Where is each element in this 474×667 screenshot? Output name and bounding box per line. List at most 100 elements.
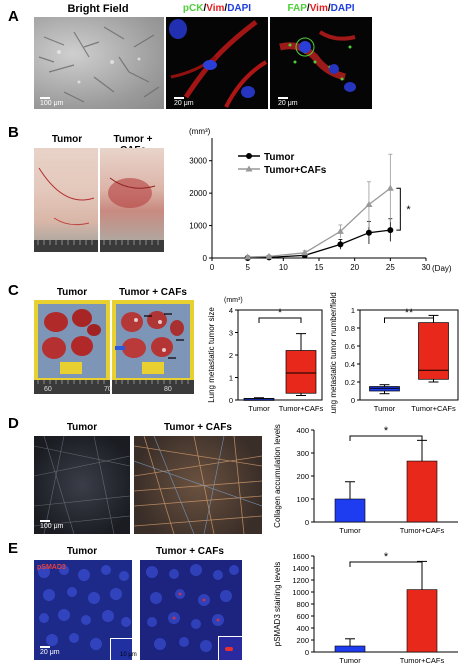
data-point [365,229,372,236]
tumor-psmad3-image: pSMAD3 20 μm [34,560,132,660]
y-tick-label: 400 [296,426,309,435]
legend: Tumor Tumor+CAFs [238,152,327,176]
x-tick-label: Tumor+CAFs [279,404,324,413]
significance-bracket [349,561,423,567]
y-tick-label: 0 [305,648,309,657]
box-tumor-cafs [285,333,317,396]
panel-letter-b: B [8,124,19,141]
bar [406,460,438,523]
y-tick-label: 0 [229,396,233,405]
lung-metastatic-size-box-chart: (mm³) Lung metastatic tumor size 0 1 2 3 4 Tumo… [207,297,324,413]
box-tumor [369,384,400,395]
panel-letter-c: C [8,282,19,299]
x-tick-label: Tumor [339,656,361,665]
y-axis-label: Lung metastatic tumor number/field [329,292,338,414]
inset-scale-label: 10 μm [120,652,137,658]
x-tick-label: 0 [210,263,215,272]
y-tick-label: 2 [229,351,233,360]
tumor-cafs-label: Tumor + CAFs [156,546,224,557]
y-tick-label: 400 [296,624,309,633]
data-point [244,253,252,260]
y-tick-label: 600 [296,612,309,621]
tumor-label: Tumor [66,422,98,433]
y-tick-label: 1200 [292,576,309,585]
scale-bar-label: 20 μm [40,649,60,656]
legend-label: Tumor [264,152,294,163]
y-tick-label: 1600 [292,552,309,561]
x-tick-label: 20 [350,263,359,272]
series-line [247,229,391,259]
y-tick-label: 300 [296,449,309,458]
y-axis-label: pSMAD3 staining levels [273,562,282,646]
box-tumor [243,397,275,401]
y-axis-label: Collagen accumulation levels [273,424,282,528]
box-tumor-cafs [418,314,449,383]
scale-bar-label: 20 μm [174,100,194,107]
tumor-label: Tumor [56,287,88,298]
x-tick-label: 10 [279,263,288,272]
psmad3-stain-label: pSMAD3 [37,564,66,571]
plot-frame [359,309,459,401]
x-tick-label: Tumor+CAFs [411,404,456,413]
scale-bar-line [174,97,184,99]
y-tick-label: 800 [296,600,309,609]
y-tick-label: 0 [351,396,355,405]
y-axis-label: Lung metastatic tumor size [207,307,216,403]
data-point [265,252,273,259]
tumor-cafs-label: Tumor + CAFs [119,287,187,298]
x-tick-label: Tumor [339,526,361,535]
series-tumor [244,218,394,261]
data-point [387,227,394,234]
x-tick-label: Tumor [374,404,396,413]
y-tick-label: 0.8 [345,324,355,333]
tumor-label: Tumor [66,546,98,557]
tumor-cafs-mouse-photo [100,148,164,252]
significance-bracket: * [396,187,411,231]
fap-vim-dapi-label: FAP/Vim/DAPI [287,3,355,14]
y-tick-label: 3000 [189,157,207,166]
y-tick-label: 1000 [189,222,207,231]
bar-tumor-cafs [406,439,438,523]
tumor-collagen-image: 100 μm [34,436,130,534]
y-tick-label: 1 [229,374,233,383]
x-tick-label: 30 [422,263,431,272]
series-line [247,187,391,258]
data-point [386,184,394,191]
y-unit-label: (mm³) [189,127,211,136]
bright-field-image: 100 μm [34,17,164,109]
data-point [336,227,344,234]
y-tick-label: 0 [305,518,309,527]
significance-mark: * [384,551,389,563]
y-tick-label: 0 [203,254,208,263]
scale-bar-line [278,97,288,99]
scale-bar-line [40,97,50,99]
bracket-line [396,187,401,231]
x-tick-label: 15 [315,263,324,272]
significance-bracket [384,317,434,323]
y-tick-label: 1400 [292,564,309,573]
scale-bar-line [40,646,50,648]
x-tick-label: Tumor+CAFs [400,526,445,535]
y-tick-label: 0.4 [345,360,355,369]
x-axis-label: (Day) [432,264,452,273]
scale-bar-label: 100 μm [40,523,64,530]
legend-label: Tumor+CAFs [264,165,327,176]
tumor-label: Tumor [51,134,83,145]
bar-tumor [334,481,366,523]
psmad3-staining-bar-chart: pSMAD3 staining levels 0 200 400 600 800 1000 1… [273,551,458,665]
y-tick-label: 100 [296,495,309,504]
bright-field-label: Bright Field [67,3,129,15]
x-tick-label: Tumor [248,404,270,413]
significance-mark: * [384,425,389,437]
tumor-cafs-psmad3-image [140,560,242,660]
tumor-mouse-photo [34,148,98,252]
tumor-cafs-label: Tumor + CAFs [164,422,232,433]
panel-letter-a: A [8,8,19,25]
panel-letter-e: E [8,540,19,557]
significance-mark: ** [405,307,414,319]
pck-vim-dapi-image: 20 μm [166,17,268,109]
x-tick-label: 5 [245,263,250,272]
y-tick-label: 0.6 [345,342,355,351]
y-tick-label: 200 [296,636,309,645]
data-point [337,241,344,248]
